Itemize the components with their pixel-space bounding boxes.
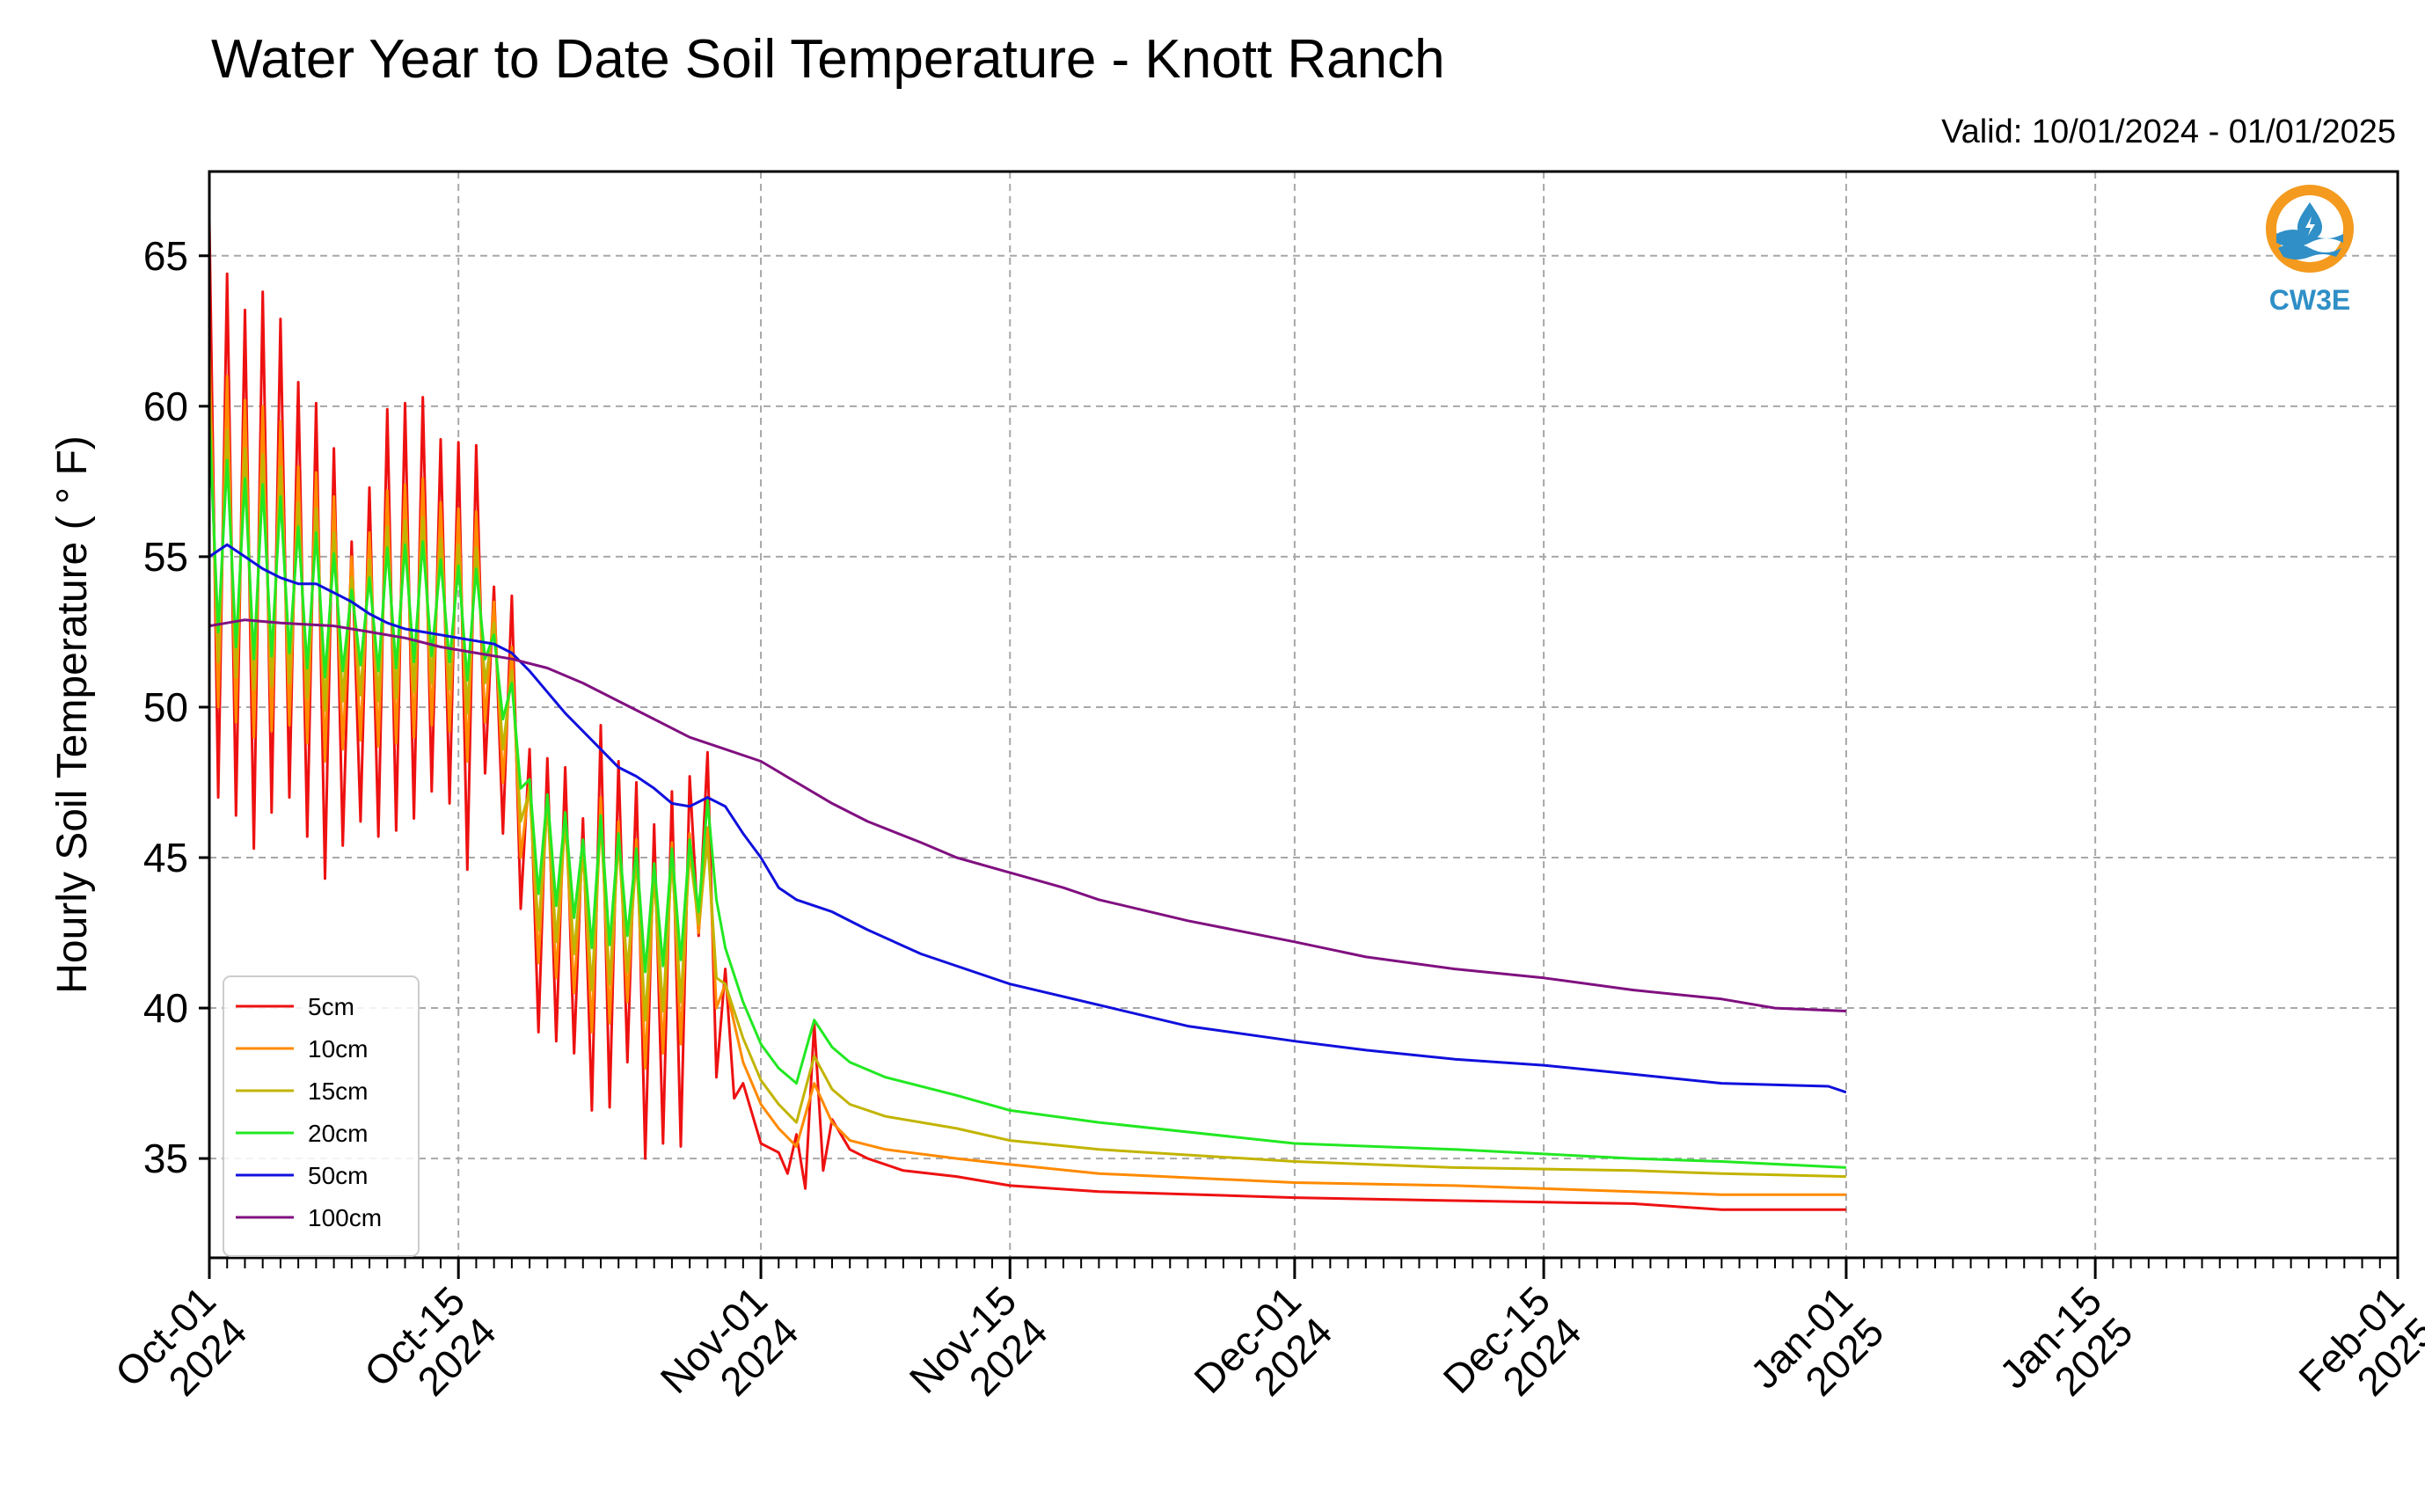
logo-text: CW3E (2269, 284, 2350, 316)
y-axis-label: Hourly Soil Temperature ( ° F) (49, 435, 96, 994)
legend: 5cm 10cm 15cm 20cm 50cm 100cm (223, 975, 420, 1257)
legend-box (223, 975, 420, 1257)
y-tick-label-5: 60 (143, 383, 188, 429)
legend-label-10cm: 10cm (308, 1035, 368, 1063)
y-axis: 35 40 45 50 55 60 65 (143, 233, 209, 1181)
legend-label-15cm: 15cm (308, 1077, 368, 1105)
chart-subtitle: Valid: 10/01/2024 - 01/01/2025 (1941, 113, 2396, 150)
series-line-5cm (208, 219, 1846, 1211)
y-tick-label-6: 65 (143, 233, 188, 279)
y-tick-label-1: 40 (143, 985, 188, 1031)
series-line-50cm (208, 543, 1847, 1094)
chart-title: Water Year to Date Soil Temperature - Kn… (211, 29, 1445, 90)
series-line-100cm (208, 618, 1846, 1012)
y-tick-label-2: 45 (143, 835, 188, 880)
legend-label-100cm: 100cm (308, 1204, 382, 1231)
water-drop-icon (2266, 185, 2354, 273)
plot-frame (208, 170, 2399, 1260)
y-tick-label-0: 35 (143, 1136, 188, 1181)
series-line-20cm (208, 420, 1846, 1169)
legend-label-20cm: 20cm (308, 1120, 368, 1147)
legend-label-50cm: 50cm (308, 1162, 368, 1189)
y-tick-label-3: 50 (143, 684, 188, 730)
cw3e-logo: CW3E (2266, 185, 2354, 316)
y-tick-label-4: 55 (143, 534, 188, 580)
grid-lines (208, 172, 2399, 1258)
series-line-10cm (208, 346, 1846, 1196)
series-lines (208, 219, 1847, 1211)
series-line-15cm (208, 391, 1846, 1179)
legend-label-5cm: 5cm (308, 993, 354, 1020)
